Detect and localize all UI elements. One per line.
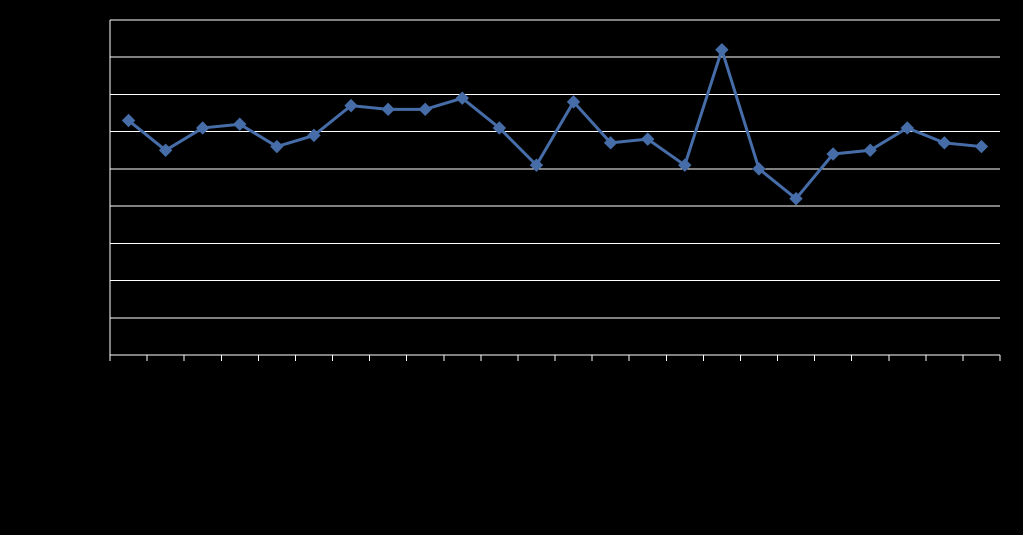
chart-svg <box>0 0 1023 535</box>
line-chart <box>0 0 1023 535</box>
